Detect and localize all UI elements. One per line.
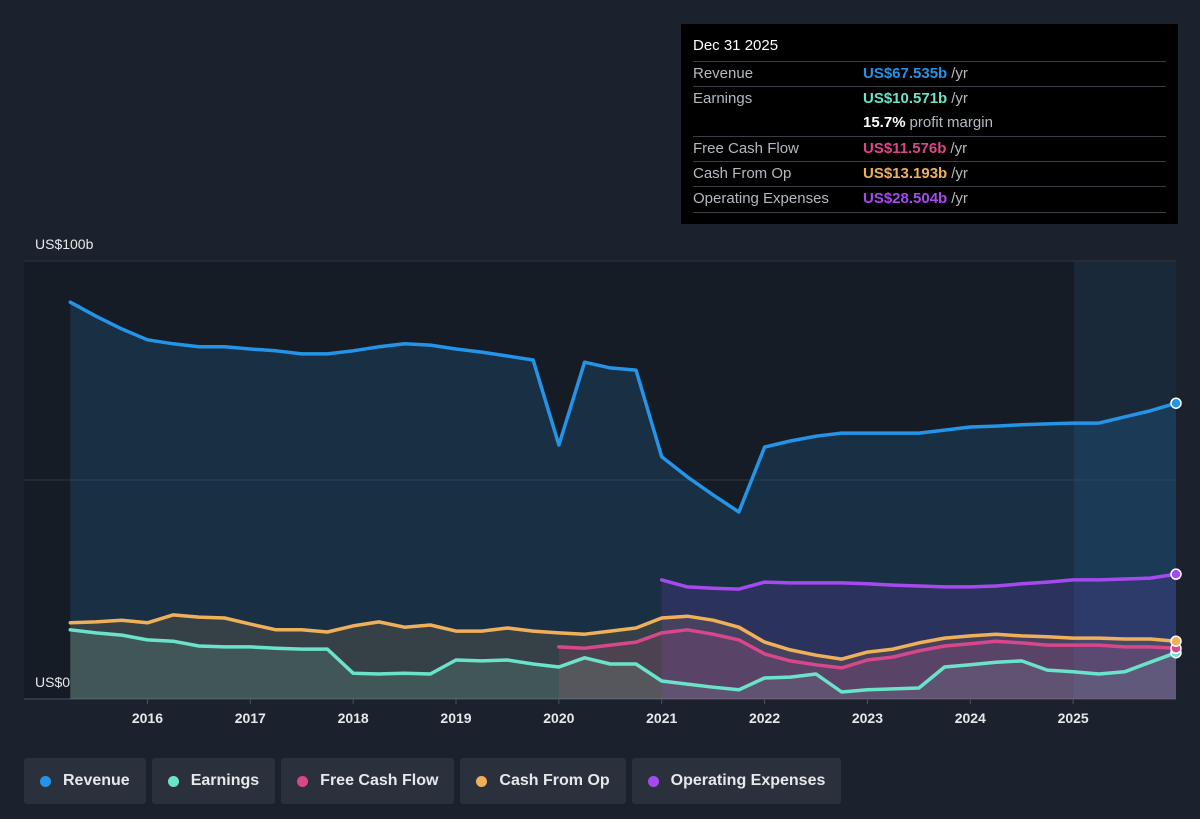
end-point [1170,397,1182,409]
legend-label: Operating Expenses [670,772,826,789]
series-area [70,302,1176,699]
y-tick-label: US$100b [35,236,94,252]
tooltip-row: 15.7% profit margin [693,111,1166,136]
tooltip: Dec 31 2025 Revenue US$67.535b/yr Earning… [681,24,1178,224]
unit: profit margin [909,114,993,131]
areas [70,302,1176,699]
end-point [1170,568,1182,580]
x-tick-label: 2024 [955,710,986,726]
end-dots [1170,397,1182,659]
tooltip-value: US$13.193b/yr [863,165,968,182]
legend-swatch [476,775,488,787]
x-tick-label: 2019 [440,710,471,726]
legend-item[interactable]: Earnings [151,758,276,804]
legend-swatch [40,775,51,787]
unit: /yr [950,140,968,157]
tooltip-value: US$11.576b/yr [863,140,967,157]
series-area [70,614,1176,699]
x-tick-label: 2016 [132,710,163,726]
x-tick-label: 2021 [646,710,677,726]
unit: /yr [951,90,968,107]
series-area [558,629,1176,699]
series-area [661,574,1176,699]
x-tick-label: 2023 [852,710,883,726]
y-tick-label: US$0 [35,674,70,690]
x-tick-label: 2025 [1058,710,1089,726]
x-tick-label: 2017 [235,710,266,726]
lines [68,300,1178,694]
value-text: US$28.504b [863,190,948,207]
tooltip-row: Earnings US$10.571b/yr [693,86,1166,112]
legend-label: Free Cash Flow [320,772,439,789]
x-tick-label: 2022 [749,710,780,726]
tooltip-row: Cash From Op US$13.193b/yr [693,161,1166,187]
legend-item[interactable]: Free Cash Flow [281,758,455,804]
tooltip-label: Revenue [693,65,754,82]
legend-label: Cash From Op [499,772,610,789]
series-line [659,572,1178,591]
end-point [1170,635,1182,647]
tooltip-value: US$67.535b/yr [863,65,968,82]
legend-label: Revenue [63,772,130,789]
tooltip-row: Free Cash Flow US$11.576b/yr [693,136,1166,162]
tooltip-label: Free Cash Flow [693,140,799,157]
value-text: US$13.193b [863,165,948,182]
tooltip-row: Operating Expenses US$28.504b/yr [693,186,1166,213]
legend-swatch [167,775,179,787]
series-line [68,300,1178,514]
value-text: 15.7% [863,114,906,131]
tooltip-value: US$28.504b/yr [863,190,968,207]
tooltip-value: US$10.571b/yr [863,90,968,107]
legend-item[interactable]: Cash From Op [460,758,626,804]
value-text: US$67.535b [863,65,948,82]
tooltip-row: Revenue US$67.535b/yr [693,61,1166,87]
tooltip-label: Earnings [693,90,753,107]
tooltip-date: Dec 31 2025 [693,37,779,54]
legend-item[interactable]: Revenue [24,758,146,804]
legend: Revenue Earnings Free Cash Flow Cash From O… [24,758,842,804]
value-text: US$11.576b [863,140,947,157]
x-tick-label: 2018 [338,710,369,726]
unit: /yr [951,190,968,207]
legend-swatch [297,775,309,787]
unit: /yr [951,165,968,182]
x-tick-label: 2020 [543,710,574,726]
series-line [68,613,1178,661]
legend-swatch [647,775,659,787]
tooltip-value: 15.7% profit margin [863,114,993,131]
value-text: US$10.571b [863,90,948,107]
series-line [68,628,1178,694]
series-line [557,628,1178,670]
unit: /yr [951,65,968,82]
tooltip-label: Operating Expenses [693,190,829,207]
legend-label: Earnings [190,772,260,789]
tooltip-label: Cash From Op [693,165,792,182]
legend-item[interactable]: Operating Expenses [631,758,842,804]
